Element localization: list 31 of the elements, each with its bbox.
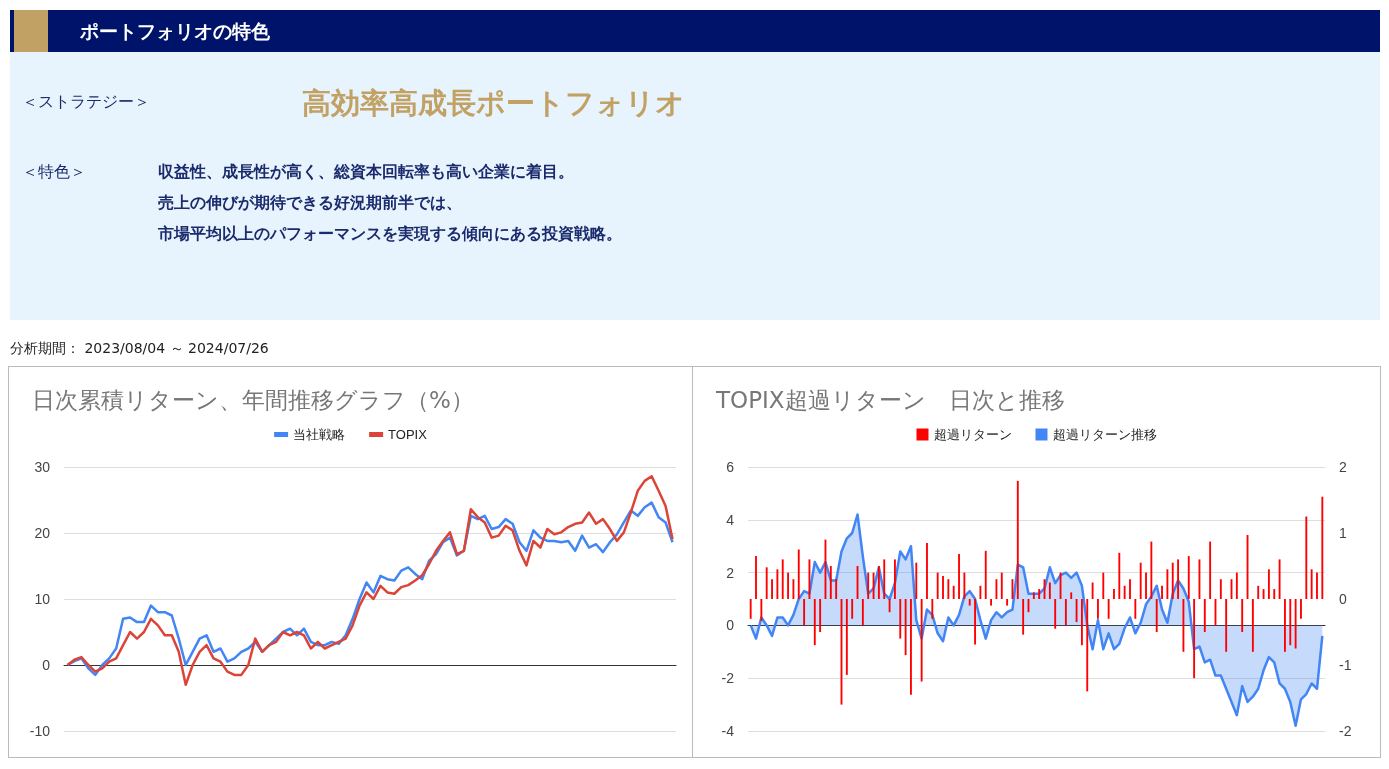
chart-title: TOPIX超過リターン 日次と推移 — [715, 386, 1065, 413]
text: 分析期間： 2023/08/04 ～ 2024/07/26 — [10, 340, 269, 358]
text: ポートフォリオの特色 — [80, 19, 270, 44]
y-tick-label: 4 — [726, 511, 735, 528]
y-tick-label: 2 — [726, 564, 735, 581]
text: 高効率高成長ポートフォリオ — [302, 85, 685, 122]
y-tick-label: 10 — [34, 591, 51, 607]
y-tick-label: -4 — [721, 723, 735, 739]
y2-tick-label: 2 — [1339, 459, 1347, 475]
y2-tick-label: -2 — [1339, 723, 1352, 739]
y-tick-label: 0 — [726, 617, 735, 634]
text: ＜特色＞ — [22, 162, 86, 183]
text: 市場平均以上のパフォーマンスを実現する傾向にある投資戦略。 — [158, 224, 622, 245]
chart-title: 日次累積リターン、年間推移グラフ（%） — [32, 386, 474, 413]
y-tick-label: 30 — [34, 459, 51, 475]
y-tick-label: 6 — [726, 459, 735, 475]
line-series — [66, 474, 674, 687]
text: 収益性、成長性が高く、総資本回転率も高い企業に着目。 — [158, 162, 574, 183]
legend-label: 超過リターン推移 — [1052, 427, 1157, 442]
y-tick-label: 20 — [34, 525, 51, 541]
y2-tick-label: 0 — [1339, 591, 1347, 607]
legend-label: 当社戦略 — [293, 427, 346, 442]
y2-tick-label: -1 — [1339, 657, 1352, 673]
legend-label: TOPIX — [388, 427, 428, 442]
y-tick-label: -10 — [29, 723, 51, 739]
text: 売上の伸びが期待できる好況期前半では、 — [158, 193, 462, 214]
y-tick-label: -2 — [721, 670, 735, 687]
y2-tick-label: 1 — [1339, 525, 1347, 541]
y-tick-label: 0 — [42, 657, 51, 673]
legend-label: 超過リターン — [933, 427, 1012, 442]
text: ＜ストラテジー＞ — [22, 92, 150, 113]
